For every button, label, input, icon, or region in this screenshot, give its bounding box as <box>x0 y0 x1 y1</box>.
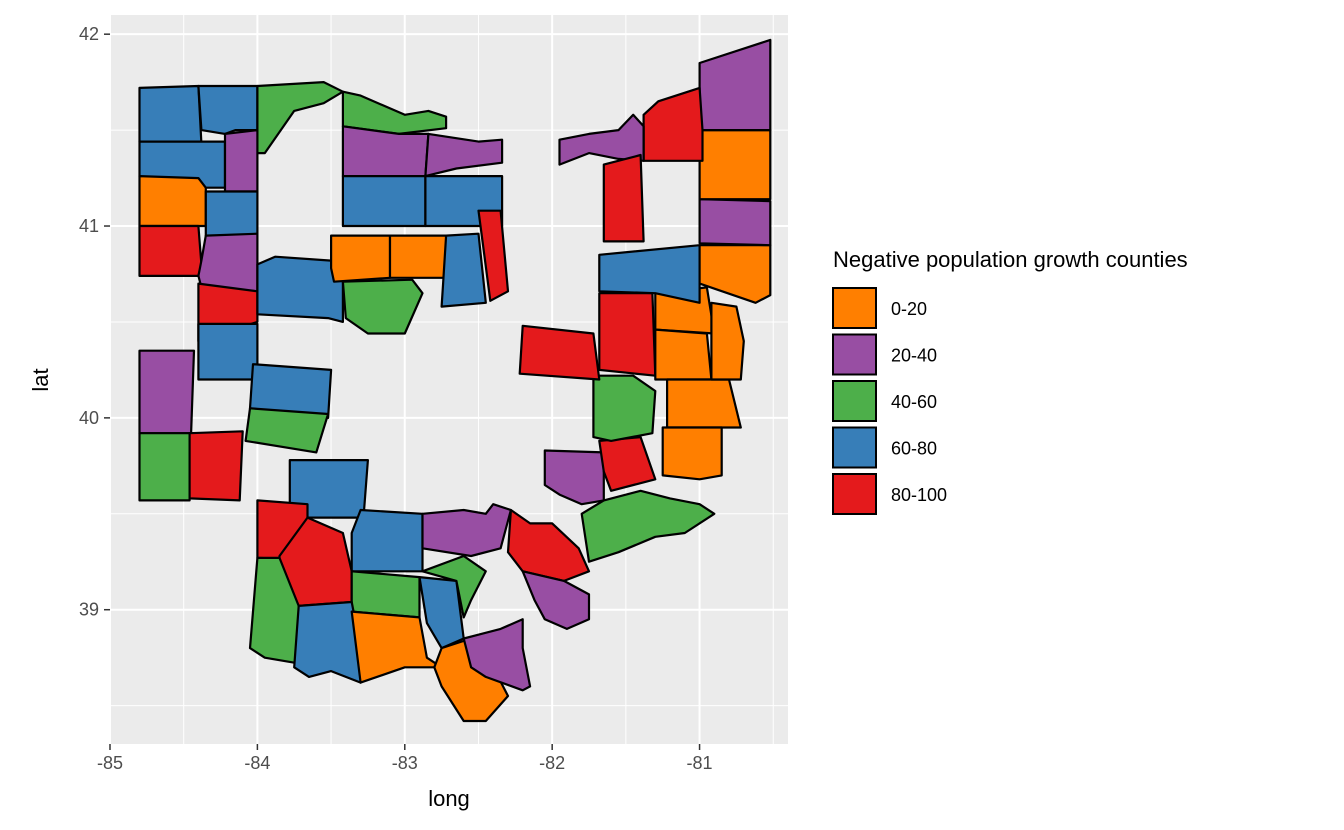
county-region <box>350 508 424 573</box>
county-region <box>138 84 203 145</box>
county-region <box>341 175 427 228</box>
county-region <box>188 430 244 502</box>
county-region <box>506 508 591 583</box>
x-tick-label: -82 <box>539 753 565 773</box>
legend-label: 0-20 <box>891 299 927 319</box>
county-region <box>421 554 487 619</box>
county-polygons <box>138 38 772 723</box>
county-region <box>602 153 645 243</box>
county-region <box>580 489 716 563</box>
county-region <box>661 426 723 481</box>
y-tick-label: 39 <box>79 600 99 620</box>
county-region <box>248 363 333 419</box>
legend-key <box>832 473 877 515</box>
county-region <box>654 328 713 381</box>
county-region <box>598 244 701 304</box>
y-tick-label: 41 <box>79 216 99 236</box>
legend-title: Negative population growth counties <box>833 247 1188 272</box>
county-region <box>521 570 591 631</box>
x-tick-label: -84 <box>244 753 270 773</box>
legend-label: 40-60 <box>891 392 937 412</box>
legend-label: 20-40 <box>891 346 937 366</box>
county-region <box>462 618 532 692</box>
county-region <box>341 125 430 178</box>
y-axis: 39 40 41 42 <box>79 24 110 620</box>
county-region <box>388 234 448 279</box>
county-region <box>665 378 742 429</box>
county-region <box>138 224 203 277</box>
county-region <box>698 198 772 247</box>
y-tick-label: 40 <box>79 408 99 428</box>
county-region <box>244 407 330 454</box>
county-region <box>256 80 344 155</box>
x-tick-label: -83 <box>392 753 418 773</box>
county-region <box>592 374 657 442</box>
county-region <box>330 234 392 283</box>
county-region <box>293 600 362 684</box>
county-region <box>223 129 259 193</box>
county-region <box>518 324 601 381</box>
x-axis-title: long <box>428 786 470 811</box>
legend-key <box>832 426 877 469</box>
county-region <box>138 432 191 502</box>
legend-key <box>832 333 877 376</box>
county-region <box>698 129 772 201</box>
county-region <box>477 209 510 302</box>
legend-key <box>832 380 877 422</box>
legend-label: 80-100 <box>891 485 947 505</box>
legend-key <box>832 287 877 329</box>
y-axis-title: lat <box>28 368 53 391</box>
county-region <box>204 190 259 237</box>
county-region <box>710 301 745 381</box>
county-region <box>421 503 512 558</box>
x-tick-label: -81 <box>687 753 713 773</box>
x-tick-label: -85 <box>97 753 123 773</box>
county-region <box>440 232 487 308</box>
county-region <box>598 292 657 377</box>
county-region <box>197 84 259 135</box>
county-region <box>197 322 259 381</box>
legend: Negative population growth counties 0-20… <box>832 247 1188 515</box>
county-region <box>138 349 196 435</box>
county-region <box>341 278 424 335</box>
county-region <box>350 570 421 619</box>
county-region <box>138 175 207 228</box>
legend-label: 60-80 <box>891 439 937 459</box>
y-tick-label: 42 <box>79 24 99 44</box>
county-region <box>197 232 259 293</box>
x-axis: -85 -84 -83 -82 -81 <box>97 744 713 773</box>
